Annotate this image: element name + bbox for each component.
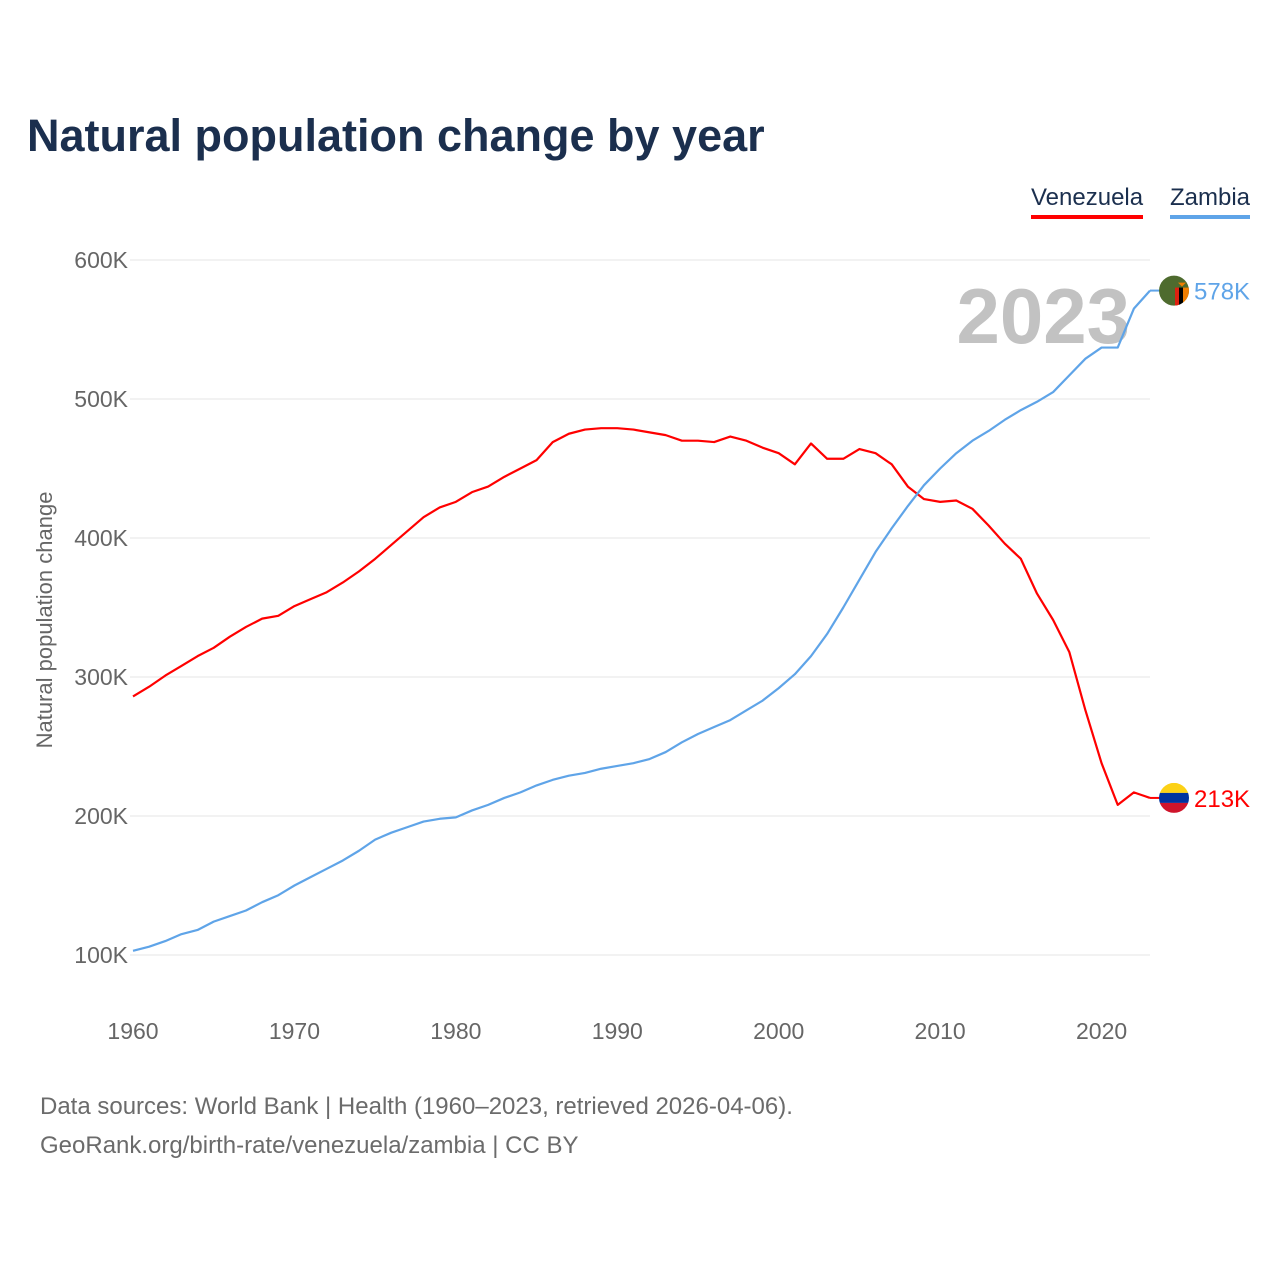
x-tick-label: 1990: [592, 1018, 643, 1044]
y-tick-label: 200K: [74, 803, 128, 829]
y-tick-label: 300K: [74, 664, 128, 690]
year-watermark: 2023: [956, 272, 1130, 360]
y-tick-label: 400K: [74, 525, 128, 551]
x-tick-label: 1970: [269, 1018, 320, 1044]
end-value-label: 578K: [1194, 279, 1250, 306]
venezuela-flag-icon: [1159, 782, 1189, 813]
series-line-zambia[interactable]: [132, 289, 1151, 952]
series-line-venezuela[interactable]: [132, 427, 1151, 806]
source-link[interactable]: GeoRank.org/birth-rate/venezuela/zambia …: [40, 1132, 579, 1159]
y-tick-label: 500K: [74, 386, 128, 412]
legend-venezuela[interactable]: Venezuela: [1031, 184, 1144, 219]
end-value-label: 213K: [1194, 786, 1250, 813]
y-tick-label: 100K: [74, 942, 128, 968]
y-tick-label: 600K: [74, 247, 128, 273]
x-tick-label: 1980: [430, 1018, 481, 1044]
footer: Data sources: World Bank | Health (1960–…: [40, 1087, 793, 1165]
x-tick-label: 2020: [1076, 1018, 1127, 1044]
legend-zambia[interactable]: Zambia: [1170, 184, 1251, 219]
zambia-flag-icon: [1159, 275, 1189, 306]
chart-title: Natural population change by year: [27, 110, 765, 161]
data-sources: Data sources: World Bank | Health (1960–…: [40, 1093, 793, 1120]
x-tick-label: 2000: [753, 1018, 804, 1044]
x-tick-label: 2010: [915, 1018, 966, 1044]
x-tick-label: 1960: [107, 1018, 158, 1044]
y-axis-label: Natural population change: [32, 492, 57, 749]
